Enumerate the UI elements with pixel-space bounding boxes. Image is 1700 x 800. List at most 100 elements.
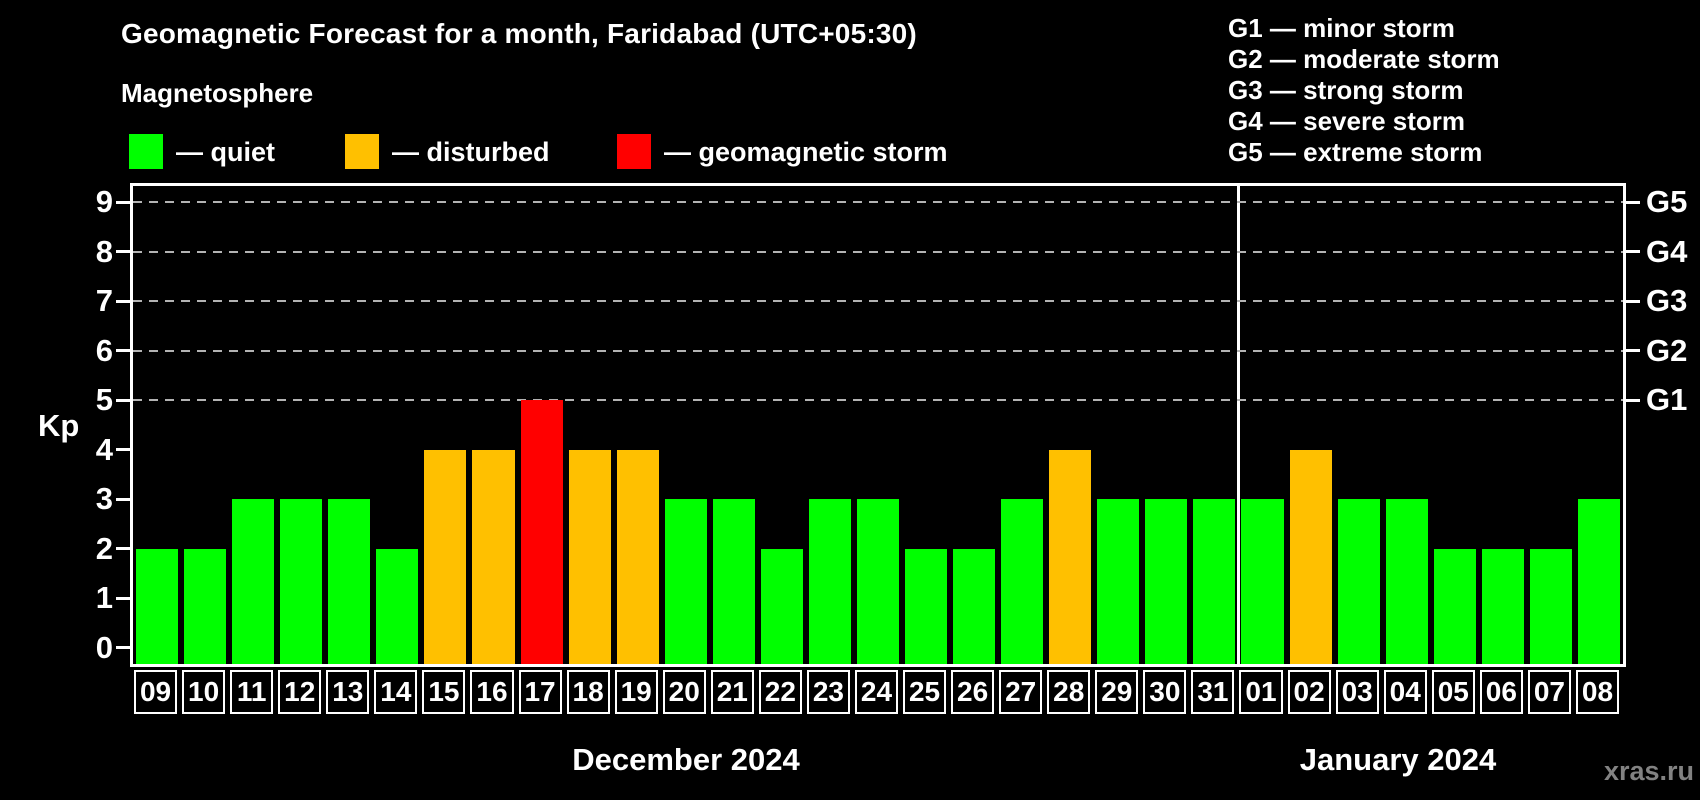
kp-bar-18 (568, 449, 611, 664)
kp-bar-04 (1385, 499, 1428, 664)
gridline-kp8 (133, 250, 1623, 253)
y-tick-label-1: 1 (95, 580, 113, 615)
plot-top-border (130, 183, 1626, 186)
kp-bar-12 (280, 499, 323, 664)
gridline-kp7 (133, 300, 1623, 302)
y-tick-9 (116, 200, 130, 204)
y-tick-4 (116, 448, 130, 451)
date-label-11: 11 (230, 670, 274, 714)
y-tick-5 (116, 398, 130, 402)
y-tick-2 (116, 547, 130, 550)
kp-bar-27 (1001, 499, 1044, 664)
kp-bar-23 (808, 499, 851, 664)
kp-bar-21 (712, 499, 755, 664)
month-label-december: December 2024 (572, 742, 800, 777)
date-label-29: 29 (1095, 670, 1139, 714)
g-legend-line-g3: G3 — strong storm (1228, 75, 1464, 105)
y-tick-label-6: 6 (95, 332, 113, 368)
date-label-26: 26 (951, 670, 995, 714)
date-label-18: 18 (566, 670, 610, 714)
date-label-13: 13 (326, 670, 370, 714)
date-label-30: 30 (1143, 670, 1187, 714)
date-label-15: 15 (422, 670, 466, 714)
date-label-08: 08 (1575, 670, 1619, 714)
y-tick-7 (116, 299, 130, 303)
date-label-04: 04 (1383, 670, 1427, 714)
date-label-14: 14 (374, 670, 418, 714)
date-label-19: 19 (614, 670, 658, 714)
date-label-03: 03 (1335, 670, 1379, 714)
kp-bar-29 (1097, 499, 1140, 664)
legend-swatch-storm (617, 134, 651, 169)
kp-bar-19 (616, 449, 659, 664)
g-axis-label-G5: G5 (1646, 184, 1688, 219)
gridline-kp9 (133, 201, 1623, 203)
g-tick-G5 (1626, 200, 1640, 204)
kp-bar-07 (1529, 548, 1572, 664)
chart-title: Geomagnetic Forecast for a month, Farida… (121, 18, 917, 49)
month-separator-line (1237, 183, 1240, 667)
g-legend-line-g2: G2 — moderate storm (1228, 44, 1500, 74)
y-tick-label-4: 4 (95, 431, 113, 467)
y-tick-1 (116, 596, 130, 600)
kp-bar-20 (664, 499, 707, 664)
date-label-12: 12 (278, 670, 322, 714)
y-tick-3 (116, 497, 130, 501)
chart-subtitle: Magnetosphere (121, 78, 314, 108)
y-axis-right (1623, 183, 1626, 667)
legend-label-disturbed: — disturbed (392, 137, 550, 167)
date-label-27: 27 (999, 670, 1043, 714)
date-label-22: 22 (758, 670, 802, 714)
date-label-16: 16 (470, 670, 514, 714)
kp-bar-08 (1577, 499, 1620, 664)
y-tick-label-5: 5 (95, 382, 113, 417)
date-label-02: 02 (1287, 670, 1331, 714)
legend-label-quiet: — quiet (176, 137, 275, 167)
kp-bar-22 (760, 548, 803, 664)
g-scale-legend: G1 — minor storm G2 — moderate storm G3 … (1228, 13, 1500, 168)
kp-bar-15 (424, 449, 467, 664)
y-tick-label-7: 7 (95, 283, 113, 318)
gridline-kp6 (133, 349, 1623, 352)
kp-bar-06 (1481, 548, 1524, 664)
kp-bar-05 (1433, 548, 1476, 664)
g-axis-label-G2: G2 (1646, 332, 1688, 368)
date-label-21: 21 (710, 670, 754, 714)
y-tick-label-8: 8 (95, 233, 113, 269)
y-tick-label-3: 3 (95, 481, 113, 516)
date-label-28: 28 (1047, 670, 1091, 714)
g-legend-line-g5: G5 — extreme storm (1228, 137, 1483, 167)
kp-bar-25 (905, 548, 948, 664)
g-tick-G2 (1626, 349, 1640, 352)
y-tick-label-0: 0 (95, 629, 113, 665)
kp-bar-16 (472, 449, 515, 664)
kp-bar-30 (1145, 499, 1188, 664)
watermark: xras.ru (1603, 756, 1694, 786)
g-axis-label-G1: G1 (1646, 382, 1688, 417)
y-tick-label-2: 2 (95, 530, 113, 566)
date-label-17: 17 (518, 670, 562, 714)
g-legend-line-g4: G4 — severe storm (1228, 106, 1466, 136)
g-tick-G3 (1626, 299, 1640, 303)
kp-bar-24 (856, 499, 900, 664)
kp-bar-10 (184, 548, 227, 664)
kp-bar-31 (1193, 499, 1236, 664)
kp-bar-11 (232, 499, 275, 664)
kp-axis-label: Kp (38, 408, 80, 443)
x-axis-baseline (130, 664, 1626, 667)
kp-bar-26 (953, 548, 996, 664)
y-tick-label-9: 9 (95, 184, 113, 219)
y-tick-6 (116, 349, 130, 352)
kp-bar-17 (520, 400, 563, 664)
g-tick-G1 (1626, 398, 1640, 402)
g-tick-G4 (1626, 250, 1640, 253)
legend-swatch-quiet (129, 134, 163, 169)
date-label-20: 20 (662, 670, 706, 714)
date-label-01: 01 (1239, 670, 1283, 714)
date-label-23: 23 (806, 670, 850, 714)
y-tick-0 (116, 646, 130, 649)
kp-bar-28 (1049, 449, 1092, 664)
date-label-10: 10 (182, 670, 226, 714)
date-label-25: 25 (903, 670, 947, 714)
